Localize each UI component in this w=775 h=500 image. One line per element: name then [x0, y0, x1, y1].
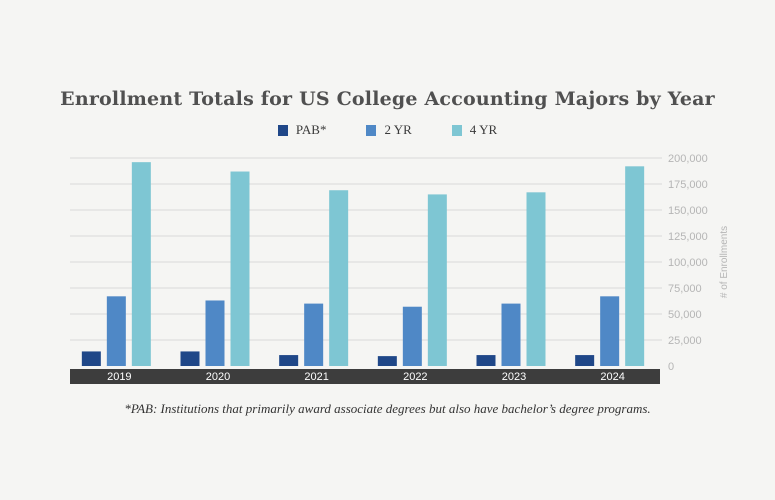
legend-label-pab: PAB*: [295, 122, 327, 137]
bar-pab-2024: [575, 355, 595, 366]
x-tick-label: 2021: [304, 371, 328, 383]
y-tick-label: 25,000: [668, 335, 702, 347]
chart-title: Enrollment Totals for US College Account…: [60, 88, 715, 110]
bar-4yr-2023: [526, 192, 546, 366]
bar-pab-2020: [180, 351, 200, 366]
legend-item-pab: PAB*: [277, 122, 327, 138]
bar-4yr-2019: [131, 162, 151, 366]
y-tick-label: 150,000: [668, 205, 708, 217]
legend-label-4yr: 4 YR: [469, 122, 498, 137]
y-tick-label: 100,000: [668, 257, 708, 269]
y-tick-label: 200,000: [668, 153, 708, 165]
legend-item-2yr: 2 YR: [366, 122, 412, 138]
bar-2yr-2021: [304, 303, 324, 366]
legend-swatch-4yr: [451, 124, 462, 136]
y-tick-label: 50,000: [668, 309, 702, 321]
category-axis-band: [70, 369, 660, 384]
x-tick-label: 2024: [600, 371, 624, 383]
y-tick-label: 75,000: [668, 283, 702, 295]
bar-2yr-2024: [600, 296, 620, 366]
bar-4yr-2021: [329, 190, 349, 366]
y-tick-label: 125,000: [668, 231, 708, 243]
x-tick-label: 2020: [206, 371, 230, 383]
bar-2yr-2023: [501, 303, 521, 366]
bar-2yr-2020: [205, 300, 225, 366]
footnote: *PAB: Institutions that primarily award …: [124, 401, 651, 416]
bar-2yr-2019: [106, 296, 126, 366]
bar-4yr-2022: [427, 194, 447, 366]
x-tick-label: 2022: [403, 371, 427, 383]
y-tick-label: 175,000: [668, 179, 708, 191]
x-tick-label: 2023: [502, 371, 526, 383]
y-axis-title: # of Enrollments: [719, 226, 730, 298]
bar-pab-2021: [279, 355, 299, 366]
chart-legend: PAB* 2 YR 4 YR: [0, 122, 775, 138]
legend-swatch-2yr: [366, 124, 377, 136]
legend-label-2yr: 2 YR: [384, 122, 412, 137]
bar-pab-2022: [377, 356, 397, 366]
bar-pab-2023: [476, 355, 496, 366]
y-tick-label: 0: [668, 361, 674, 373]
legend-item-4yr: 4 YR: [451, 122, 498, 138]
bar-pab-2019: [81, 351, 101, 366]
bar-2yr-2022: [402, 306, 422, 366]
bar-4yr-2024: [625, 166, 645, 366]
x-tick-label: 2019: [107, 371, 131, 383]
legend-swatch-pab: [277, 124, 288, 136]
bar-4yr-2020: [230, 171, 250, 366]
